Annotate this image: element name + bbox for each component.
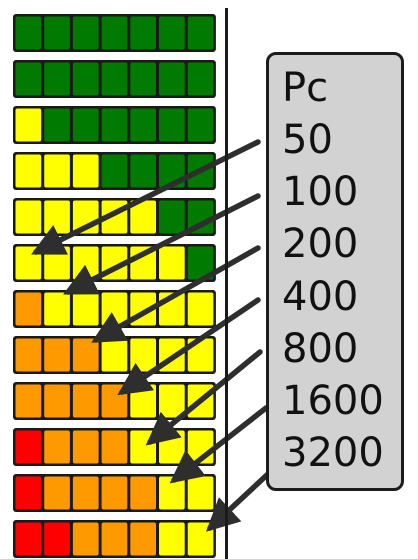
level-segment-yellow <box>44 154 70 188</box>
level-segment-orange <box>130 476 156 510</box>
level-segment-red <box>15 522 42 556</box>
divider-line <box>225 8 228 559</box>
level-segment-orange <box>44 384 70 418</box>
pointer-arrows <box>31 139 271 532</box>
level-segment-green <box>130 108 156 142</box>
level-segment-yellow <box>44 292 70 326</box>
level-segment-green <box>44 16 70 50</box>
level-segment-yellow <box>130 384 156 418</box>
level-segment-green <box>72 108 99 142</box>
level-segment-yellow <box>72 246 99 280</box>
level-segment-yellow <box>130 200 156 234</box>
level-segment-green <box>159 16 185 50</box>
pointer-arrow-3200 <box>205 471 271 532</box>
level-segment-green <box>159 108 185 142</box>
level-segment-orange <box>72 476 99 510</box>
level-segment-orange <box>44 430 70 464</box>
level-segment-green <box>72 62 99 96</box>
level-segment-orange <box>44 476 70 510</box>
level-segment-orange <box>101 476 128 510</box>
legend-label-1600: 1600 <box>282 378 384 424</box>
level-segment-orange <box>72 522 99 556</box>
level-segment-yellow <box>159 522 185 556</box>
legend-box <box>266 52 404 491</box>
level-segment-orange <box>130 522 156 556</box>
level-segment-yellow <box>159 246 185 280</box>
pointer-arrow-1600 <box>169 405 269 484</box>
level-segment-green <box>101 16 128 50</box>
level-segment-red <box>15 476 42 510</box>
level-segment-green <box>130 62 156 96</box>
legend-label-50: 50 <box>282 117 333 163</box>
level-segment-yellow <box>15 108 42 142</box>
level-segment-red <box>44 522 70 556</box>
level-segment-green <box>159 200 185 234</box>
level-segment-orange <box>15 292 42 326</box>
level-segment-yellow <box>159 430 185 464</box>
level-segment-orange <box>15 338 42 372</box>
level-segment-yellow <box>72 292 99 326</box>
legend-label-200: 200 <box>282 221 359 267</box>
level-segment-green <box>187 62 214 96</box>
pointer-arrow-800 <box>145 349 263 446</box>
level-segment-orange <box>101 430 128 464</box>
level-segment-yellow <box>130 338 156 372</box>
level-segment-yellow <box>101 292 128 326</box>
level-segment-yellow <box>72 154 99 188</box>
level-segment-green <box>44 62 70 96</box>
level-segment-orange <box>101 522 128 556</box>
level-segment-green <box>187 108 214 142</box>
level-bars <box>13 14 216 558</box>
level-segment-green <box>72 16 99 50</box>
level-segment-green <box>130 154 156 188</box>
level-segment-yellow <box>15 200 42 234</box>
level-segment-yellow <box>101 338 128 372</box>
level-segment-orange <box>44 338 70 372</box>
level-segment-yellow <box>44 200 70 234</box>
level-segment-green <box>101 154 128 188</box>
level-segment-green <box>15 16 42 50</box>
legend-label-3200: 3200 <box>282 430 384 476</box>
level-segment-yellow <box>187 476 214 510</box>
level-segment-green <box>44 108 70 142</box>
level-segment-green <box>187 246 214 280</box>
level-segment-yellow <box>130 430 156 464</box>
level-segment-orange <box>72 338 99 372</box>
pointer-arrow-50 <box>31 139 261 255</box>
legend-label-100: 100 <box>282 169 359 215</box>
level-segment-green <box>101 62 128 96</box>
legend-label-400: 400 <box>282 274 359 320</box>
level-segment-green <box>15 62 42 96</box>
level-segment-yellow <box>15 154 42 188</box>
pointer-arrow-200 <box>91 245 261 343</box>
level-segment-yellow <box>159 476 185 510</box>
level-segment-yellow <box>187 292 214 326</box>
level-segment-green <box>130 16 156 50</box>
level-segment-yellow <box>15 246 42 280</box>
level-segment-yellow <box>187 338 214 372</box>
level-segment-yellow <box>159 384 185 418</box>
level-segment-orange <box>15 384 42 418</box>
level-segment-green <box>159 62 185 96</box>
pointer-arrow-400 <box>117 297 261 396</box>
level-segment-yellow <box>44 246 70 280</box>
level-segment-green <box>101 108 128 142</box>
legend-header: Pc <box>282 65 329 111</box>
level-segment-red <box>15 430 42 464</box>
level-segment-green <box>187 16 214 50</box>
level-segment-orange <box>72 384 99 418</box>
level-segment-orange <box>72 430 99 464</box>
legend-label-800: 800 <box>282 326 359 372</box>
